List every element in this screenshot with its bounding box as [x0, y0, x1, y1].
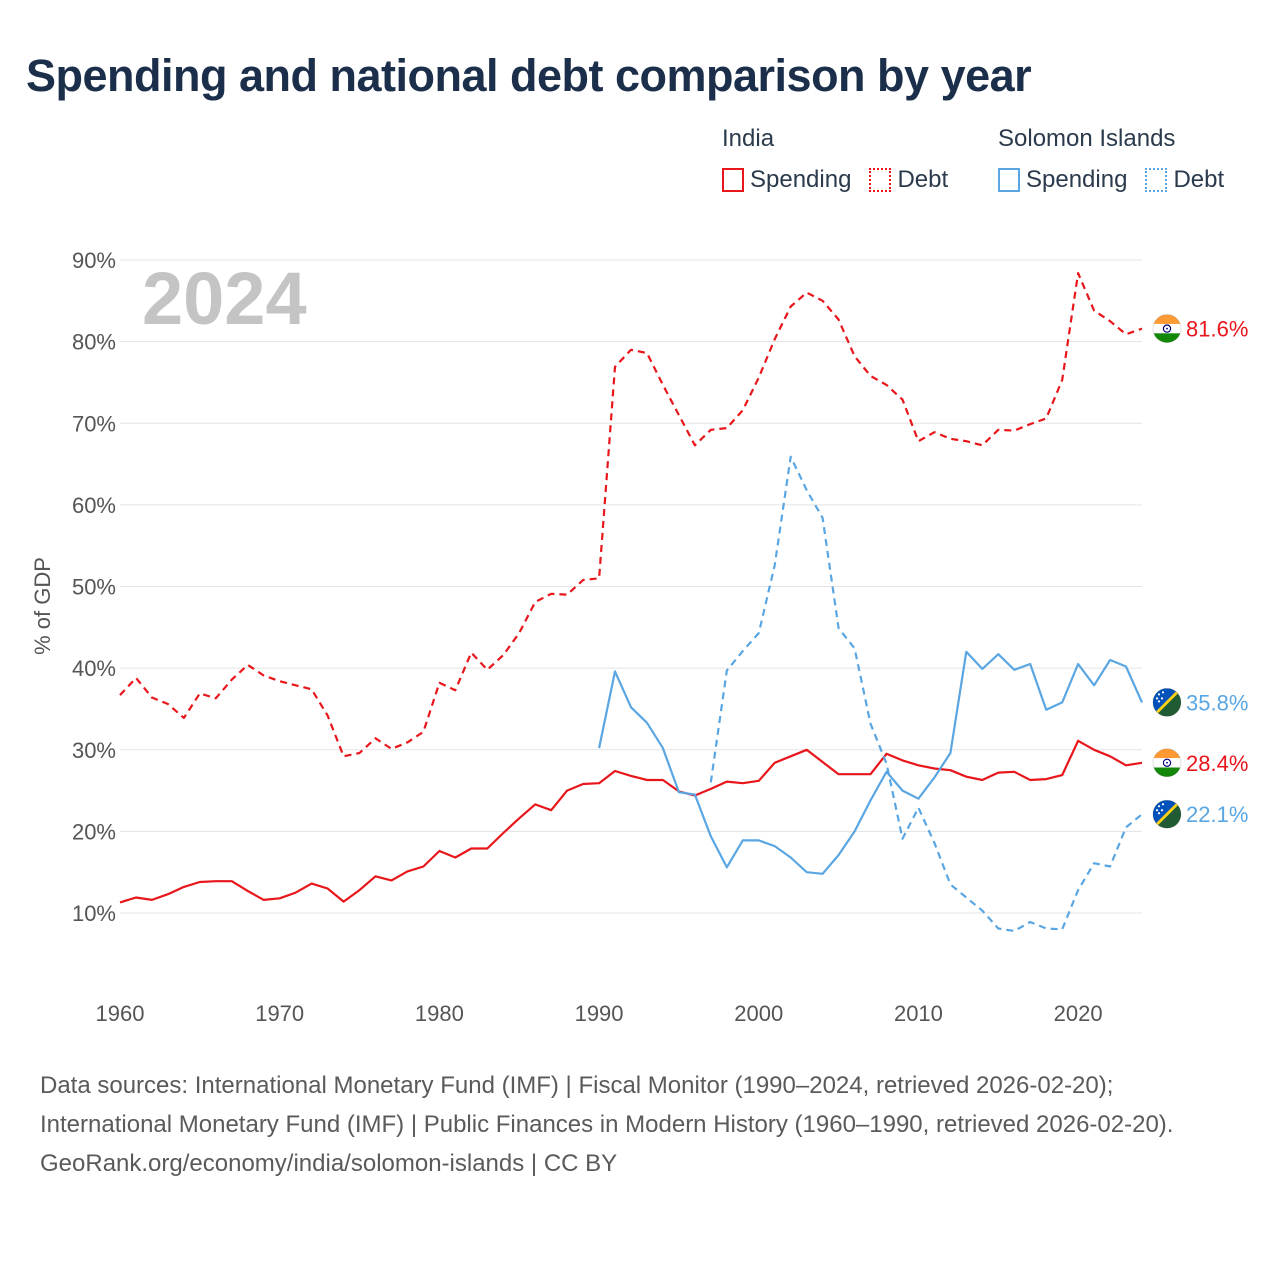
end-value-label: 28.4%: [1186, 751, 1248, 776]
legend-label: Spending: [750, 166, 852, 193]
y-tick-label: 60%: [72, 493, 116, 518]
series-line-india-spending[interactable]: [119, 739, 1143, 904]
solomon-islands-flag: [1153, 688, 1181, 717]
grid-lines: [120, 259, 1142, 914]
data-sources: Data sources: International Monetary Fun…: [40, 1072, 1174, 1138]
solomon-islands-flag: [1153, 800, 1181, 829]
legend-label: Debt: [897, 166, 949, 193]
end-labels: 81.6% 28.4% 22.1% 35.8%: [1152, 314, 1248, 829]
legend-group-solomon-islands: Solomon Islands Spending Debt: [998, 122, 1242, 194]
y-tick-label: 90%: [72, 248, 116, 273]
india-flag: [1153, 748, 1181, 777]
legend-item-india-debt[interactable]: Debt: [869, 166, 948, 194]
x-tick-label: 1960: [96, 1001, 145, 1026]
y-tick-label: 50%: [72, 575, 116, 600]
series-line-solomon-islands-spending[interactable]: [598, 650, 1144, 875]
end-label-solomon-islands-spending: 35.8%: [1152, 687, 1248, 717]
y-tick-label: 70%: [72, 411, 116, 436]
y-tick-label: 10%: [72, 901, 116, 926]
end-label-india-spending: 28.4%: [1152, 748, 1248, 778]
legend-group-name: India: [722, 125, 775, 152]
legend-label: Debt: [1173, 166, 1225, 193]
series-lines: [119, 272, 1144, 933]
x-tick-label: 1970: [255, 1001, 304, 1026]
axes: 10% 20% 30% 40% 50% 60% 70% 80% 90% 1960 1970 1980 1…: [72, 248, 1103, 1026]
x-tick-label: 1990: [575, 1001, 624, 1026]
legend-item-solomon-debt[interactable]: Debt: [1145, 166, 1224, 194]
y-axis-label: % of GDP: [30, 557, 55, 655]
legend-swatch-dotted: [869, 168, 892, 192]
end-value-label: 35.8%: [1186, 690, 1248, 715]
end-value-label: 22.1%: [1186, 802, 1248, 827]
year-watermark: 2024: [142, 257, 307, 340]
chart-title: Spending and national debt comparison by…: [26, 50, 1032, 101]
end-label-solomon-islands-debt: 22.1%: [1152, 799, 1248, 829]
legend-swatch-dotted: [1145, 168, 1168, 192]
credit-link[interactable]: GeoRank.org/economy/india/solomon-island…: [40, 1150, 618, 1177]
india-flag: [1153, 314, 1181, 343]
x-tick-label: 2020: [1054, 1001, 1103, 1026]
legend-item-solomon-spending[interactable]: Spending: [998, 166, 1127, 194]
y-tick-label: 80%: [72, 330, 116, 355]
y-tick-label: 20%: [72, 819, 116, 844]
line-chart: 10% 20% 30% 40% 50% 60% 70% 80% 90% 1960 1970 1980 1…: [30, 248, 1248, 1026]
series-line-india-debt[interactable]: [119, 272, 1143, 758]
legend-swatch-solid: [722, 168, 744, 192]
legend-group-india: India Spending Debt: [722, 122, 966, 194]
footer: Data sources: International Monetary Fun…: [40, 1066, 1240, 1183]
end-label-india-debt: 81.6%: [1152, 314, 1248, 344]
x-tick-label: 2010: [894, 1001, 943, 1026]
legend-item-india-spending[interactable]: Spending: [722, 166, 851, 194]
y-tick-label: 40%: [72, 656, 116, 681]
x-tick-label: 1980: [415, 1001, 464, 1026]
legend-label: Spending: [1026, 166, 1128, 193]
legend-group-name: Solomon Islands: [998, 125, 1176, 152]
end-value-label: 81.6%: [1186, 317, 1248, 342]
series-line-solomon-islands-debt[interactable]: [709, 455, 1143, 933]
legend-swatch-solid: [998, 168, 1020, 192]
y-tick-label: 30%: [72, 738, 116, 763]
x-tick-label: 2000: [734, 1001, 783, 1026]
